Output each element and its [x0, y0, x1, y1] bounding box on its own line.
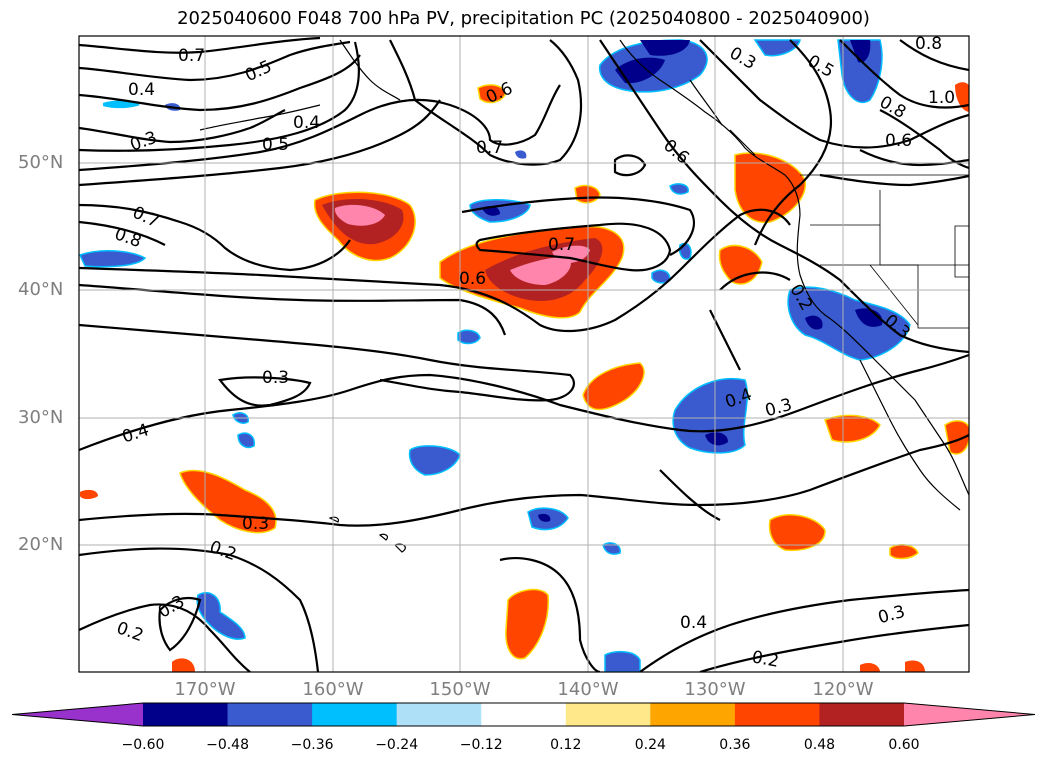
colorbar-segment — [650, 703, 736, 726]
map-frame — [78, 35, 970, 673]
map-area — [79, 36, 969, 672]
lon-label-160w: 160°W — [302, 679, 364, 700]
colorbar — [11, 702, 1036, 727]
lon-label-120w: 120°W — [812, 679, 874, 700]
colorbar-segment — [312, 703, 398, 726]
colorbar-tick-label: −0.24 — [375, 737, 419, 753]
colorbar-segment — [481, 703, 567, 726]
colorbar-segment — [227, 703, 313, 726]
lat-label-30n: 30°N — [18, 407, 64, 428]
colorbar-tick-label: 0.60 — [888, 737, 920, 753]
colorbar-tick-label: −0.12 — [459, 737, 503, 753]
colorbar-segment — [143, 703, 229, 726]
contour-label: 0.8 — [915, 34, 942, 54]
lat-label-40n: 40°N — [18, 279, 64, 300]
contour-label: 0.4 — [128, 80, 155, 100]
contour-label: 0.7 — [178, 46, 205, 66]
contour-label: 0.6 — [885, 131, 912, 151]
contour-label: 0.3 — [262, 368, 289, 388]
contour-label: 0.4 — [293, 113, 320, 133]
contour-label: 1.0 — [928, 88, 955, 108]
colorbar-tick-label: 0.48 — [803, 737, 836, 753]
colorbar-tick-label: −0.48 — [206, 737, 249, 753]
lon-label-140w: 140°W — [557, 679, 619, 700]
contour-label: 0.7 — [548, 235, 575, 255]
gridlines — [79, 36, 969, 672]
contour-label: 0.7 — [476, 138, 503, 158]
precip-blob-california — [787, 286, 911, 361]
contour-label: 0.6 — [459, 269, 486, 289]
colorbar-extend-high — [904, 703, 1035, 726]
pv-contours — [79, 36, 969, 672]
colorbar-segment — [396, 703, 482, 726]
contour-label: 0.2 — [750, 647, 780, 671]
lon-label-170w: 170°W — [174, 679, 236, 700]
colorbar-tick-label: 0.36 — [719, 737, 751, 753]
colorbar-extend-low — [12, 703, 143, 726]
contour-label: 0.5 — [262, 135, 289, 155]
precip-negative-shading — [79, 39, 911, 672]
state-borders — [800, 174, 969, 329]
lat-label-50n: 50°N — [18, 152, 64, 173]
lon-label-150w: 150°W — [429, 679, 491, 700]
lon-label-130w: 130°W — [684, 679, 746, 700]
colorbar-segment — [819, 703, 905, 726]
colorbar-tick-label: 0.12 — [550, 737, 582, 753]
colorbar-segment — [565, 703, 651, 726]
lat-label-20n: 20°N — [18, 534, 64, 555]
contour-label: 0.3 — [242, 514, 269, 534]
contour-label: 0.4 — [680, 613, 707, 633]
figure-title: 2025040600 F048 700 hPa PV, precipitatio… — [177, 8, 870, 29]
coastlines — [199, 39, 969, 553]
colorbar-tick-label: 0.24 — [634, 737, 666, 753]
colorbar-tick-label: −0.36 — [290, 737, 334, 753]
colorbar-tick-label: −0.60 — [121, 737, 165, 753]
colorbar-outline — [11, 702, 1036, 727]
colorbar-segment — [734, 703, 820, 726]
